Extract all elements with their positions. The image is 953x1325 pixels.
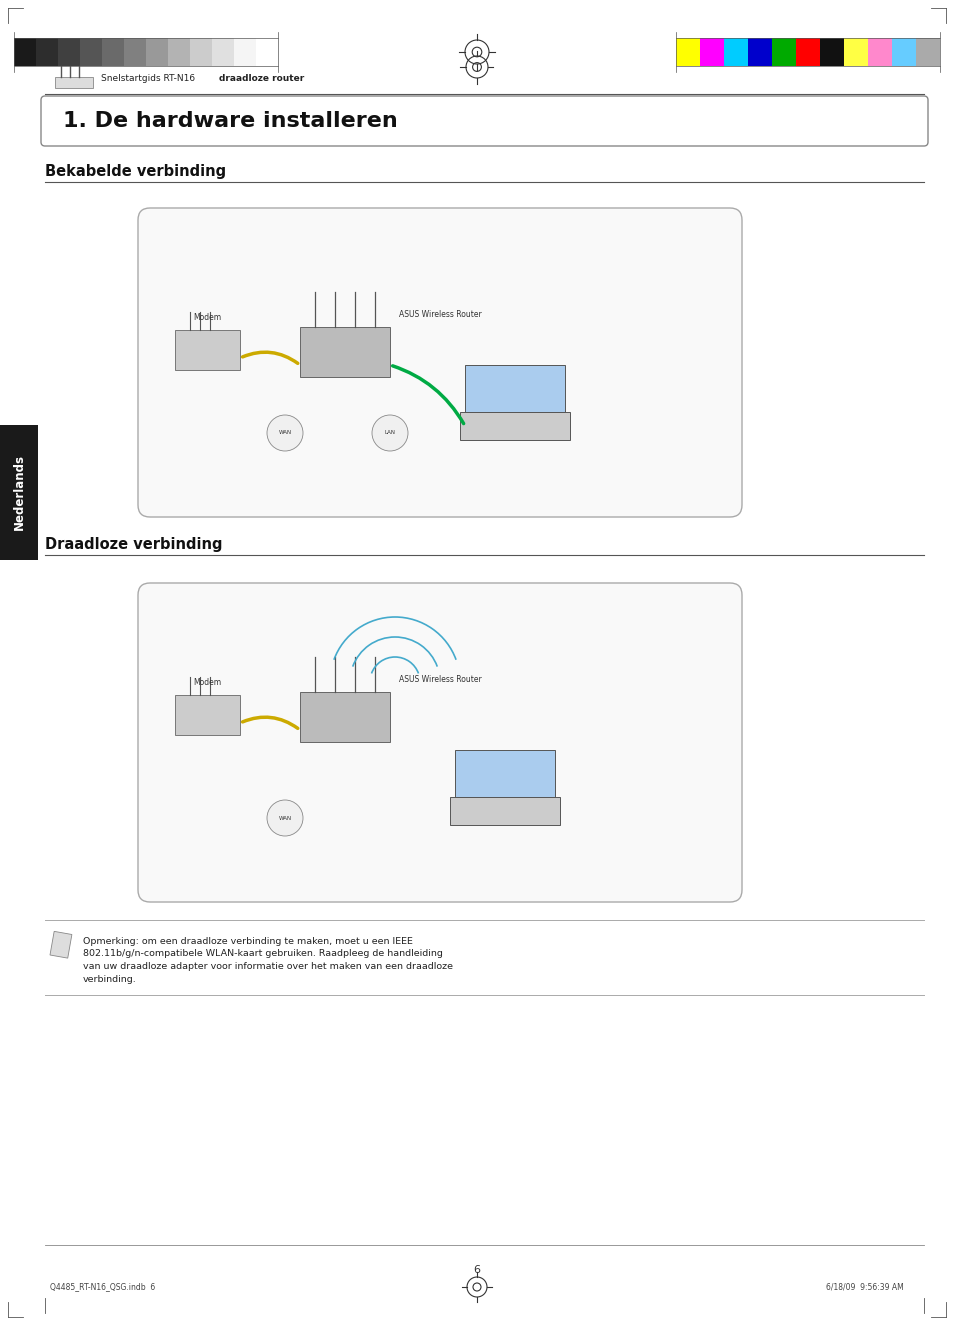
FancyBboxPatch shape — [255, 38, 277, 66]
Text: LAN: LAN — [384, 431, 395, 436]
FancyBboxPatch shape — [771, 38, 795, 66]
Text: 6/18/09  9:56:39 AM: 6/18/09 9:56:39 AM — [825, 1283, 903, 1292]
Circle shape — [267, 415, 303, 451]
Text: ASUS Wireless Router: ASUS Wireless Router — [398, 310, 481, 319]
FancyBboxPatch shape — [138, 208, 741, 517]
FancyBboxPatch shape — [212, 38, 233, 66]
Text: Bekabelde verbinding: Bekabelde verbinding — [45, 164, 226, 179]
Bar — [299, 327, 390, 378]
FancyBboxPatch shape — [820, 38, 843, 66]
Bar — [50, 931, 71, 958]
Text: ASUS Wireless Router: ASUS Wireless Router — [398, 674, 481, 684]
FancyBboxPatch shape — [795, 38, 820, 66]
FancyBboxPatch shape — [168, 38, 190, 66]
Text: Snelstartgids RT-N16: Snelstartgids RT-N16 — [101, 74, 198, 83]
FancyBboxPatch shape — [102, 38, 124, 66]
FancyBboxPatch shape — [36, 38, 58, 66]
Text: Draadloze verbinding: Draadloze verbinding — [45, 537, 222, 553]
Bar — [450, 798, 559, 825]
Text: draadloze router: draadloze router — [219, 74, 304, 83]
FancyBboxPatch shape — [915, 38, 939, 66]
FancyBboxPatch shape — [146, 38, 168, 66]
Text: WAN: WAN — [278, 815, 292, 820]
FancyBboxPatch shape — [41, 95, 927, 146]
FancyBboxPatch shape — [124, 38, 146, 66]
Text: Nederlands: Nederlands — [12, 454, 26, 530]
FancyBboxPatch shape — [80, 38, 102, 66]
Text: 6: 6 — [473, 1265, 480, 1275]
FancyBboxPatch shape — [723, 38, 747, 66]
FancyBboxPatch shape — [747, 38, 771, 66]
FancyBboxPatch shape — [138, 583, 741, 902]
Bar — [55, 77, 92, 87]
Bar — [464, 364, 564, 412]
FancyBboxPatch shape — [867, 38, 891, 66]
Bar — [174, 330, 240, 370]
Bar — [0, 425, 38, 560]
Text: Opmerking: om een draadloze verbinding te maken, moet u een IEEE
802.11b/g/n-com: Opmerking: om een draadloze verbinding t… — [83, 937, 453, 983]
FancyBboxPatch shape — [58, 38, 80, 66]
FancyBboxPatch shape — [843, 38, 867, 66]
Circle shape — [267, 800, 303, 836]
FancyBboxPatch shape — [891, 38, 915, 66]
Text: 1. De hardware installeren: 1. De hardware installeren — [63, 111, 397, 131]
Text: Q4485_RT-N16_QSG.indb  6: Q4485_RT-N16_QSG.indb 6 — [50, 1283, 155, 1292]
Bar — [299, 692, 390, 742]
FancyBboxPatch shape — [700, 38, 723, 66]
FancyBboxPatch shape — [233, 38, 255, 66]
Circle shape — [372, 415, 408, 451]
FancyBboxPatch shape — [676, 38, 700, 66]
FancyBboxPatch shape — [14, 38, 36, 66]
FancyBboxPatch shape — [190, 38, 212, 66]
Bar — [455, 750, 555, 798]
Bar — [459, 412, 569, 440]
Text: WAN: WAN — [278, 431, 292, 436]
Text: Modem: Modem — [193, 313, 221, 322]
Text: Modem: Modem — [193, 678, 221, 686]
Bar — [174, 696, 240, 735]
